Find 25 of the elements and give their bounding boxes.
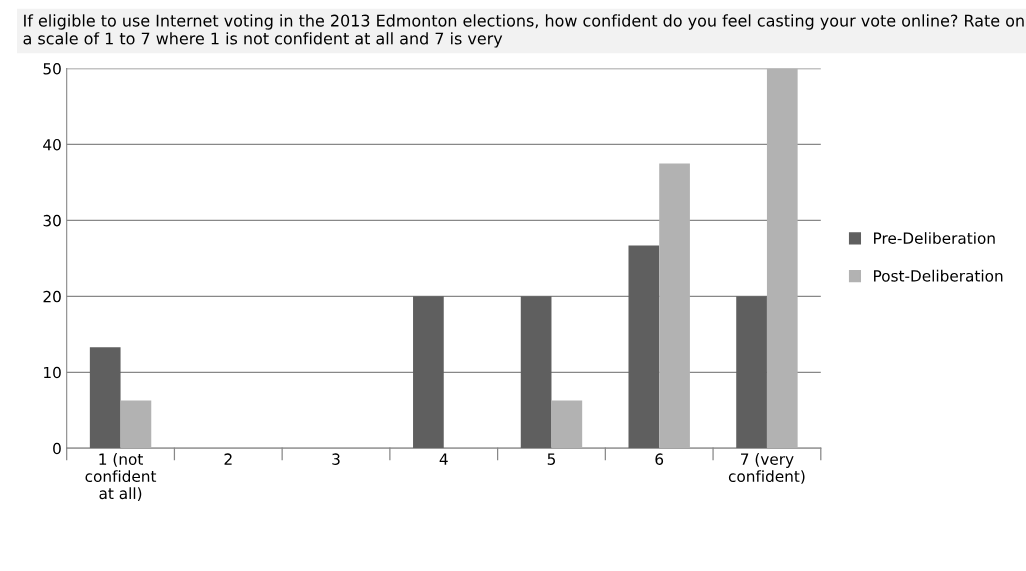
x-tick-label: 3: [332, 453, 340, 465]
bar: [659, 163, 690, 449]
y-tick-label: 50: [43, 62, 61, 75]
x-tick-label: 4: [439, 453, 448, 465]
bar: [120, 400, 152, 449]
bar: [736, 296, 767, 449]
legend-label: Post-Deliberation: [874, 269, 1003, 282]
y-tick-label: 10: [44, 366, 61, 379]
bar: [551, 400, 583, 449]
bar: [89, 347, 121, 449]
bar: [766, 68, 798, 449]
legend-label: Pre-Deliberation: [874, 232, 995, 244]
x-tick-label: 1 (not confident at all): [85, 453, 157, 501]
x-tick-label: 2: [224, 453, 232, 465]
x-tick-label: 6: [655, 453, 664, 465]
chart-title: If eligible to use Internet voting in the 2013 Edmonton elections, how confident do you feel casting your vote online? Rate on a scale of 1 to 7 where 1 is not confident at all and 7 is very: [23, 14, 1024, 48]
x-tick-label: 5: [547, 453, 555, 465]
bar: [628, 245, 660, 449]
y-tick-label: 40: [43, 138, 61, 151]
y-tick-label: 30: [43, 214, 61, 227]
x-tick-label: 7 (very confident): [728, 453, 805, 484]
bar: [520, 296, 552, 449]
y-tick-label: 20: [43, 290, 61, 303]
bar: [413, 296, 444, 449]
y-tick-label: 0: [53, 442, 61, 455]
